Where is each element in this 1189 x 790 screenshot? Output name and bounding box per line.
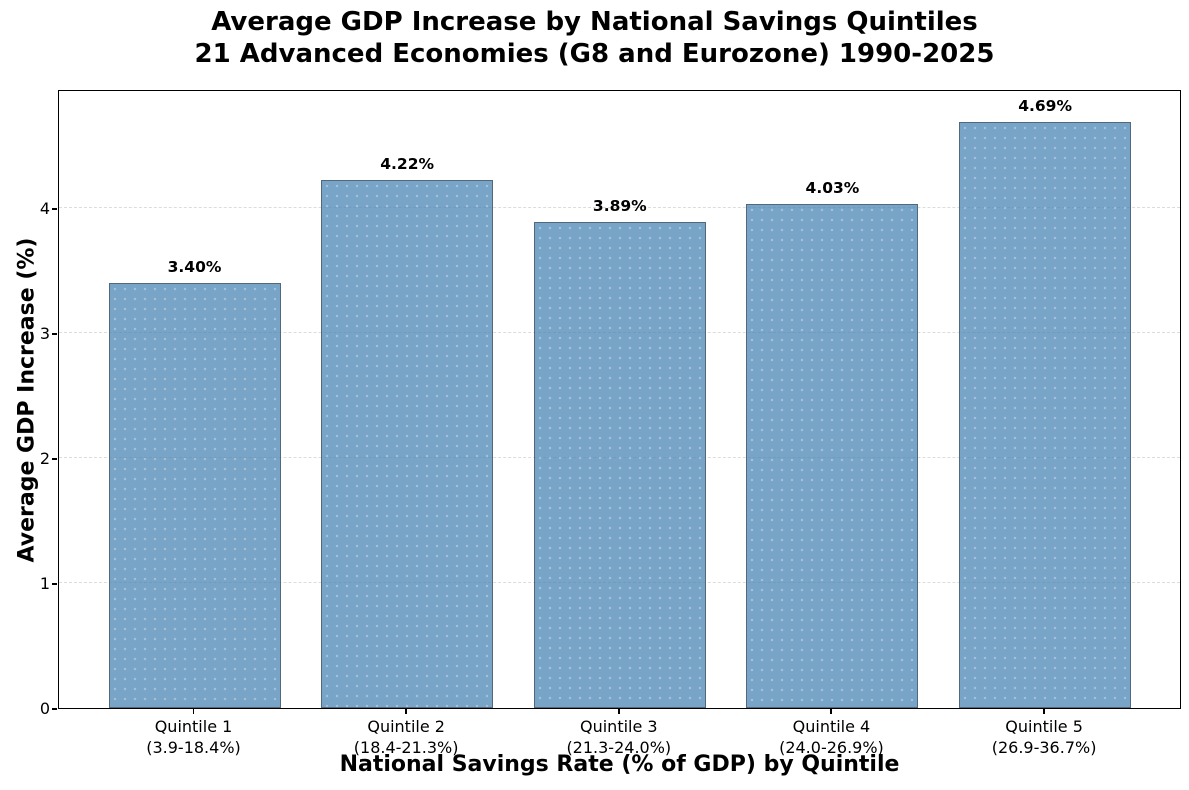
x-tick-label-range: (18.4-21.3%) bbox=[353, 738, 459, 757]
x-tick-label-3: Quintile 3 (21.3-24.0%) bbox=[504, 716, 734, 758]
y-tick-label: 1 bbox=[39, 573, 50, 593]
y-axis-title: Average GDP Increase (%) bbox=[14, 237, 40, 563]
bar-value-label: 4.22% bbox=[380, 155, 435, 174]
x-axis-title: National Savings Rate (% of GDP) by Quin… bbox=[339, 752, 900, 777]
bar-value-label: 4.69% bbox=[1018, 96, 1072, 115]
bar-quintile-3 bbox=[533, 221, 706, 708]
x-tick-label-name: Quintile 1 bbox=[154, 717, 233, 736]
x-tick-label-range: (26.9-36.7%) bbox=[991, 738, 1097, 757]
y-tick-mark bbox=[52, 207, 57, 210]
x-tick-label-range: (21.3-24.0%) bbox=[566, 738, 672, 757]
x-tick-label-name: Quintile 4 bbox=[792, 717, 871, 736]
x-tick-label-4: Quintile 4 (24.0-26.9%) bbox=[716, 716, 946, 758]
y-tick-label: 4 bbox=[39, 198, 50, 218]
y-tick-mark bbox=[52, 332, 57, 335]
x-tick-mark bbox=[1043, 709, 1045, 714]
x-tick-mark bbox=[405, 709, 407, 714]
bar-value-label: 4.03% bbox=[805, 179, 860, 198]
x-tick-label-range: (3.9-18.4%) bbox=[146, 738, 241, 757]
gridline-y4 bbox=[59, 206, 1180, 208]
x-tick-label-name: Quintile 2 bbox=[367, 717, 445, 736]
bar-quintile-1 bbox=[108, 282, 281, 708]
y-tick-label: 3 bbox=[39, 323, 50, 343]
bar-quintile-4 bbox=[746, 204, 919, 708]
y-tick-mark bbox=[52, 457, 57, 460]
y-tick-label: 0 bbox=[39, 699, 50, 718]
chart-title: Average GDP Increase by National Savings… bbox=[0, 6, 1189, 70]
bar-value-label: 3.40% bbox=[167, 257, 222, 276]
x-tick-label-1: Quintile 1 (3.9-18.4%) bbox=[79, 716, 309, 758]
plot-area: 3.40% 4.22% 3.89% 4.03% 4.69% bbox=[58, 90, 1181, 709]
y-tick-label: 2 bbox=[39, 448, 50, 468]
x-tick-mark bbox=[617, 709, 620, 714]
bar-value-label: 3.89% bbox=[592, 196, 647, 215]
x-tick-mark bbox=[192, 709, 195, 714]
x-tick-label-5: Quintile 5 (26.9-36.7%) bbox=[929, 716, 1159, 758]
chart-title-line2: 21 Advanced Economies (G8 and Eurozone) … bbox=[194, 39, 995, 69]
bar-quintile-5 bbox=[959, 121, 1132, 708]
chart-title-line1: Average GDP Increase by National Savings… bbox=[211, 7, 978, 37]
x-tick-label-2: Quintile 2 (18.4-21.3%) bbox=[291, 716, 521, 758]
x-tick-mark bbox=[830, 709, 833, 714]
y-tick-mark bbox=[52, 582, 57, 585]
y-tick-mark bbox=[52, 708, 57, 710]
x-tick-label-range: (24.0-26.9%) bbox=[779, 738, 884, 757]
bar-quintile-2 bbox=[321, 180, 494, 708]
x-tick-label-name: Quintile 5 bbox=[1005, 717, 1083, 736]
x-tick-label-name: Quintile 3 bbox=[580, 717, 658, 736]
